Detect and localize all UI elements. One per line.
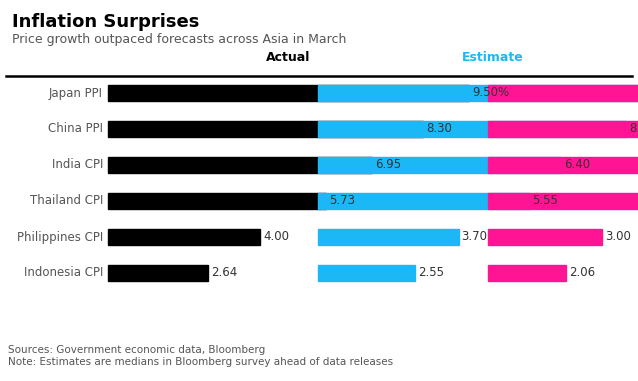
Bar [488, 157, 638, 173]
Text: Price growth outpaced forecasts across Asia in March: Price growth outpaced forecasts across A… [12, 33, 346, 46]
Text: 6.95: 6.95 [375, 158, 401, 171]
Text: Philippines CPI: Philippines CPI [17, 231, 103, 243]
Text: 5.55: 5.55 [532, 194, 558, 208]
Bar [318, 157, 561, 173]
Text: Sources: Government economic data, Bloomberg: Sources: Government economic data, Bloom… [8, 345, 265, 355]
Bar [108, 157, 372, 173]
Text: 3.70: 3.70 [462, 231, 487, 243]
Bar [488, 193, 638, 209]
Text: Estimate: Estimate [462, 51, 524, 64]
Bar [488, 229, 602, 245]
Text: Note: Estimates are medians in Bloomberg survey ahead of data releases: Note: Estimates are medians in Bloomberg… [8, 357, 393, 367]
Bar [108, 85, 469, 101]
Text: Indonesia CPI: Indonesia CPI [24, 266, 103, 280]
Text: Actual: Actual [266, 51, 311, 64]
Text: 2.55: 2.55 [418, 266, 444, 280]
Bar [318, 229, 459, 245]
Bar [108, 193, 326, 209]
Bar [108, 265, 209, 281]
Bar [488, 265, 567, 281]
Text: 5.73: 5.73 [329, 194, 355, 208]
Text: 3.00: 3.00 [605, 231, 631, 243]
Text: 6.40: 6.40 [564, 158, 590, 171]
Text: India CPI: India CPI [52, 158, 103, 171]
Text: 2.06: 2.06 [569, 266, 595, 280]
Bar [108, 121, 424, 137]
Text: 8.10: 8.10 [629, 123, 638, 136]
Text: 8.30: 8.30 [426, 123, 452, 136]
Text: 9.50%: 9.50% [472, 86, 509, 99]
Bar [488, 85, 638, 101]
Bar [318, 265, 415, 281]
Bar [488, 121, 638, 137]
Bar [318, 193, 529, 209]
Bar [108, 229, 260, 245]
Text: Thailand CPI: Thailand CPI [29, 194, 103, 208]
Bar [318, 85, 638, 101]
Text: 4.00: 4.00 [263, 231, 289, 243]
Text: Inflation Surprises: Inflation Surprises [12, 13, 199, 31]
Bar [318, 121, 626, 137]
Text: China PPI: China PPI [48, 123, 103, 136]
Text: 2.64: 2.64 [211, 266, 237, 280]
Text: Japan PPI: Japan PPI [49, 86, 103, 99]
